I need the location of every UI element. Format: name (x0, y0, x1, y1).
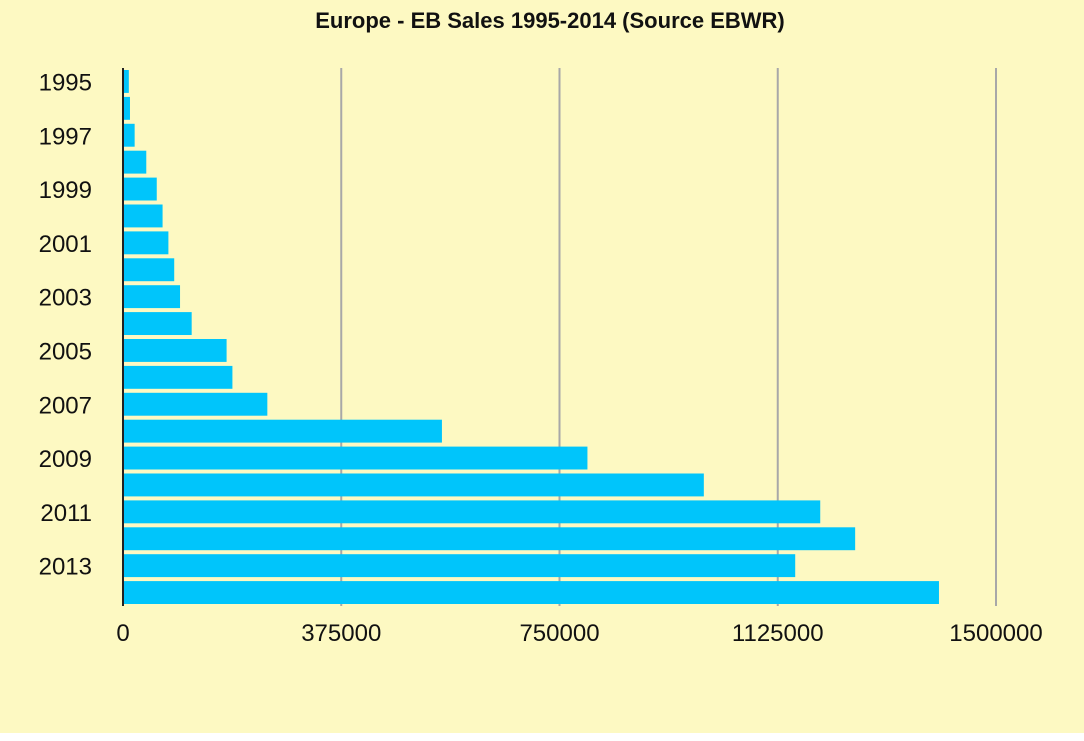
x-tick-label: 750000 (519, 620, 599, 647)
bar-1995 (123, 70, 129, 93)
bar-2013 (123, 554, 796, 578)
x-tick-label: 1500000 (949, 620, 1042, 647)
grid-lines (340, 68, 997, 606)
y-tick-label: 1999 (39, 177, 92, 204)
y-tick-label: 1995 (39, 69, 92, 96)
y-tick-label: 2013 (39, 554, 92, 581)
x-tick-label: 1125000 (732, 620, 824, 647)
bar-1997 (123, 123, 135, 147)
bar-1999 (123, 177, 157, 201)
bar-2014 (123, 581, 939, 604)
y-tick-label: 1997 (39, 123, 92, 150)
bar-2004 (123, 312, 192, 335)
bar-2002 (123, 258, 175, 282)
tick-labels: 0 375000 750000 1125000 1500000 1995 1997 1999 2… (39, 69, 1043, 647)
bar-2000 (123, 204, 163, 228)
bar-2006 (123, 365, 233, 389)
bar-2010 (123, 473, 704, 497)
bar-2005 (123, 339, 227, 362)
x-tick-label: 0 (116, 620, 129, 647)
y-tick-label: 2007 (39, 392, 92, 419)
bar-2012 (123, 527, 856, 551)
bar-2001 (123, 231, 169, 255)
y-tick-label: 2001 (39, 231, 92, 258)
bar-2007 (123, 392, 268, 416)
bar-1996 (123, 96, 130, 120)
bar-2003 (123, 285, 181, 309)
bar-1998 (123, 150, 147, 174)
bar-2009 (123, 446, 588, 470)
bars (123, 70, 939, 604)
y-tick-label: 2009 (39, 446, 92, 473)
y-tick-label: 2005 (39, 338, 92, 365)
bar-2008 (123, 419, 442, 443)
y-tick-label: 2011 (40, 500, 92, 527)
x-tick-label: 375000 (301, 620, 381, 647)
chart-title: Europe - EB Sales 1995-2014 (Source EBWR… (315, 8, 785, 33)
y-tick-label: 2003 (39, 285, 92, 312)
bar-2011 (123, 500, 821, 524)
